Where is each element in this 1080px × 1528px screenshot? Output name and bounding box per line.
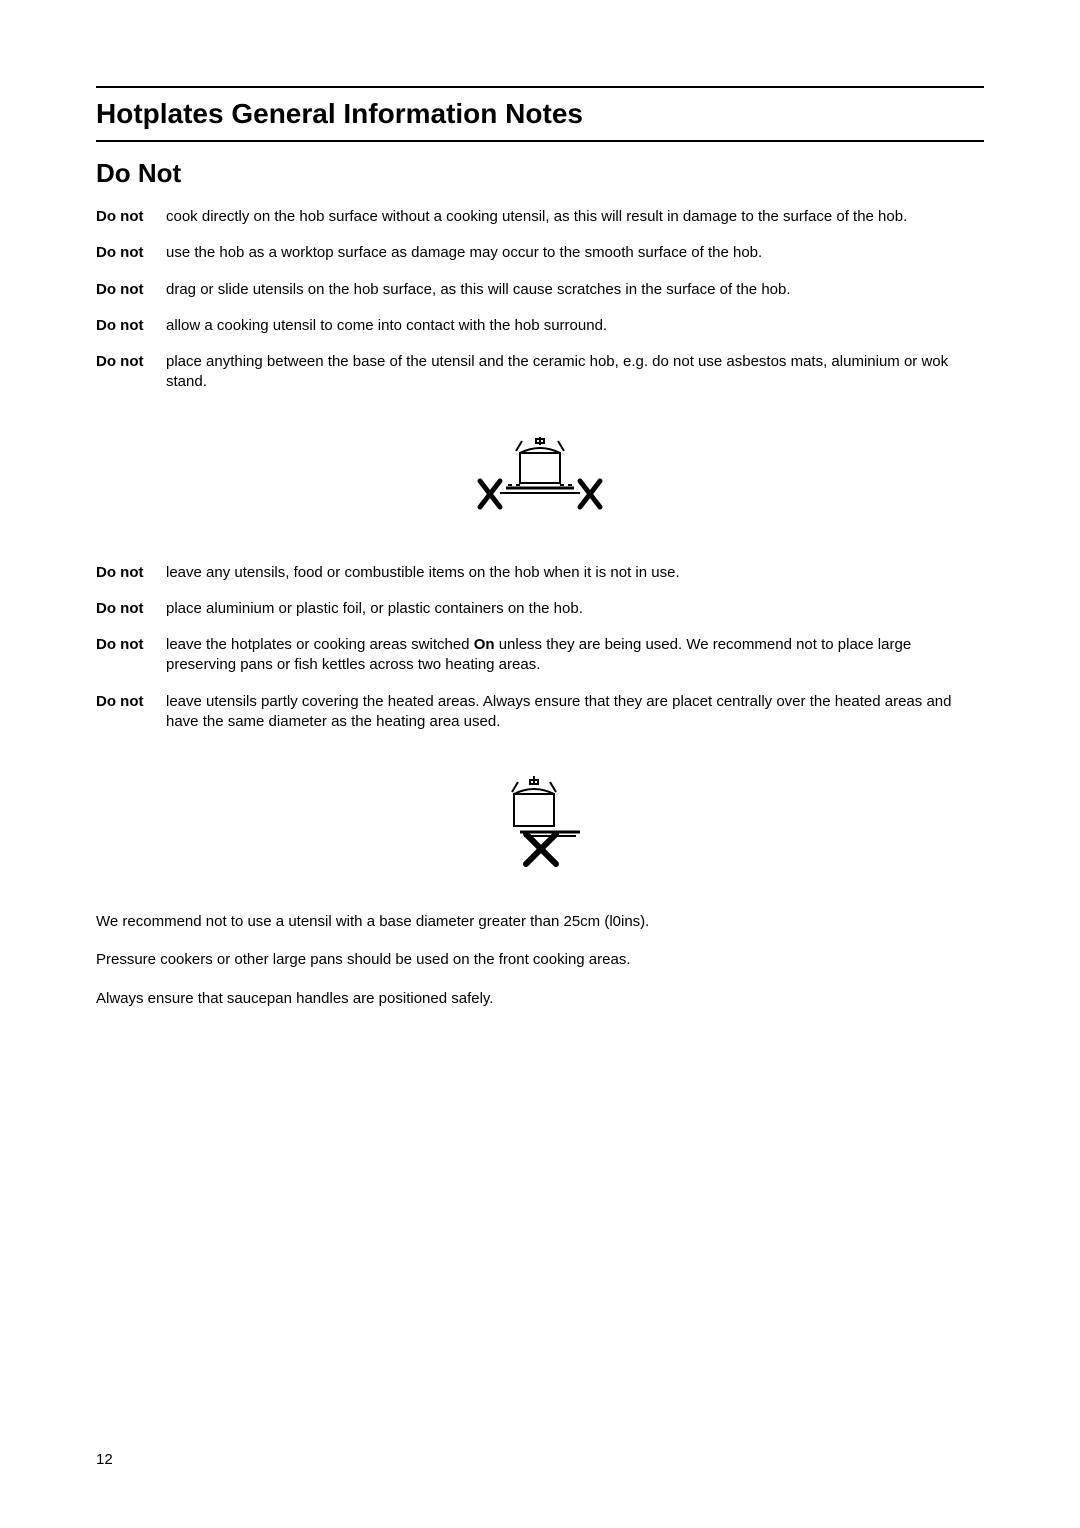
- donot-item: Do not drag or slide utensils on the hob…: [96, 280, 984, 300]
- donot-label: Do not: [96, 352, 166, 372]
- donot-text: drag or slide utensils on the hob surfac…: [166, 280, 984, 300]
- donot-item: Do not leave any utensils, food or combu…: [96, 563, 984, 583]
- para: Pressure cookers or other large pans sho…: [96, 950, 984, 970]
- donot-item: Do not allow a cooking utensil to come i…: [96, 316, 984, 336]
- donot-text: allow a cooking utensil to come into con…: [166, 316, 984, 336]
- figure-pot-too-small: [96, 433, 984, 523]
- donot-label: Do not: [96, 563, 166, 583]
- page-number: 12: [96, 1451, 113, 1468]
- donot-text: leave utensils partly covering the heate…: [166, 692, 984, 733]
- page-title: Hotplates General Information Notes: [96, 88, 984, 140]
- para: Always ensure that saucepan handles are …: [96, 989, 984, 1009]
- donot-label: Do not: [96, 243, 166, 263]
- text-pre: leave the hotplates or cooking areas swi…: [166, 636, 474, 653]
- donot-label: Do not: [96, 635, 166, 655]
- text-bold: On: [474, 636, 495, 653]
- donot-text: place aluminium or plastic foil, or plas…: [166, 599, 984, 619]
- donot-item: Do not place anything between the base o…: [96, 352, 984, 393]
- donot-text: cook directly on the hob surface without…: [166, 207, 984, 227]
- donot-label: Do not: [96, 207, 166, 227]
- figure-pot-offset: [96, 772, 984, 872]
- donot-item: Do not leave the hotplates or cooking ar…: [96, 635, 984, 676]
- pot-too-small-icon: [470, 433, 610, 523]
- recommendation-paragraphs: We recommend not to use a utensil with a…: [96, 912, 984, 1009]
- donot-item: Do not place aluminium or plastic foil, …: [96, 599, 984, 619]
- donot-label: Do not: [96, 316, 166, 336]
- para: We recommend not to use a utensil with a…: [96, 912, 984, 932]
- donot-text: place anything between the base of the u…: [166, 352, 984, 393]
- donot-label: Do not: [96, 692, 166, 712]
- donot-text: leave any utensils, food or combustible …: [166, 563, 984, 583]
- pot-offset-icon: [490, 772, 590, 872]
- donot-label: Do not: [96, 280, 166, 300]
- donot-item: Do not use the hob as a worktop surface …: [96, 243, 984, 263]
- donot-item: Do not cook directly on the hob surface …: [96, 207, 984, 227]
- donot-text: leave the hotplates or cooking areas swi…: [166, 635, 984, 676]
- donot-text: use the hob as a worktop surface as dama…: [166, 243, 984, 263]
- donot-label: Do not: [96, 599, 166, 619]
- section-subtitle: Do Not: [96, 142, 984, 207]
- donot-item: Do not leave utensils partly covering th…: [96, 692, 984, 733]
